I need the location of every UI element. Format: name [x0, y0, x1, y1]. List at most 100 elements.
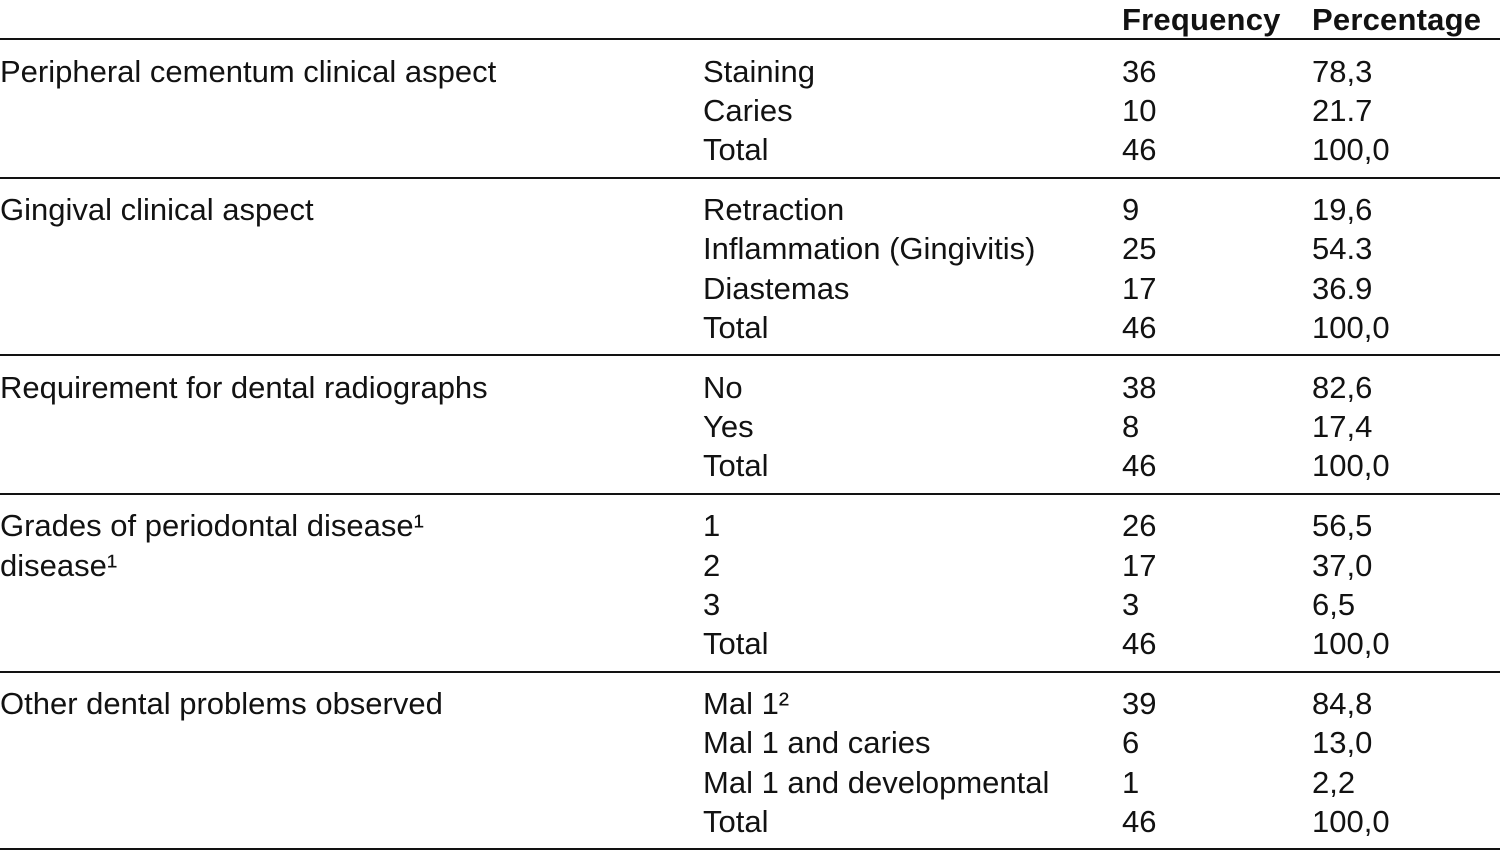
- header-category-blank: [0, 0, 703, 39]
- table-row: Caries 10 21.7: [0, 91, 1500, 130]
- category-spacer: [0, 91, 703, 130]
- percentage-value: 2,2: [1312, 764, 1356, 800]
- frequency-value: 10: [1122, 92, 1157, 128]
- frequency-value: 3: [1122, 586, 1140, 622]
- category-label: Peripheral cementum clinical aspect: [0, 53, 497, 89]
- table-row-total: Total 46 100,0: [0, 308, 1500, 355]
- category-spacer: [0, 408, 703, 447]
- row-label: Retraction: [703, 192, 845, 228]
- row-label: 1: [703, 508, 721, 544]
- frequency-value: 46: [1122, 309, 1157, 345]
- table-row: Gingival clinical aspect Retraction 9 19…: [0, 178, 1500, 230]
- frequency-value: 1: [1122, 764, 1140, 800]
- row-label: Total: [703, 803, 769, 839]
- percentage-value: 100,0: [1312, 626, 1390, 662]
- category-label: Requirement for dental radiographs: [0, 369, 488, 405]
- category-spacer: [0, 230, 703, 269]
- table-row: 3 3 6,5: [0, 585, 1500, 624]
- frequency-value: 6: [1122, 725, 1140, 761]
- row-label: Total: [703, 448, 769, 484]
- header-row: Frequency Percentage: [0, 0, 1500, 39]
- percentage-value: 21.7: [1312, 92, 1373, 128]
- frequency-value: 17: [1122, 547, 1157, 583]
- percentage-value: 19,6: [1312, 192, 1373, 228]
- percentage-value: 100,0: [1312, 131, 1390, 167]
- percentage-value: 100,0: [1312, 448, 1390, 484]
- frequency-value: 38: [1122, 369, 1157, 405]
- percentage-value: 6,5: [1312, 586, 1356, 622]
- table-row: Yes 8 17,4: [0, 408, 1500, 447]
- row-label: Staining: [703, 53, 816, 89]
- frequency-value: 46: [1122, 803, 1157, 839]
- frequency-value: 9: [1122, 192, 1140, 228]
- frequency-value: 36: [1122, 53, 1157, 89]
- table-row: Grades of periodontal disease¹ 1 26 56,5: [0, 494, 1500, 546]
- row-label: Diastemas: [703, 270, 850, 306]
- table-row: Requirement for dental radiographs No 38…: [0, 355, 1500, 407]
- group-other-dental-problems: Other dental problems observed Mal 1² 39…: [0, 671, 1500, 850]
- frequency-value: 25: [1122, 231, 1157, 267]
- percentage-value: 17,4: [1312, 409, 1373, 445]
- table-row-total: Total 46 100,0: [0, 447, 1500, 494]
- category-spacer: [0, 724, 703, 763]
- frequency-value: 39: [1122, 686, 1157, 722]
- category-label: Other dental problems observed: [0, 686, 443, 722]
- table-row: Diastemas 17 36.9: [0, 269, 1500, 308]
- frequency-value: 46: [1122, 448, 1157, 484]
- group-gingival-aspect: Gingival clinical aspect Retraction 9 19…: [0, 177, 1500, 356]
- percentage-value: 13,0: [1312, 725, 1373, 761]
- category-spacer: [0, 308, 703, 355]
- category-spacer: [0, 130, 703, 177]
- row-label: Caries: [703, 92, 793, 128]
- row-label: Mal 1 and developmental: [703, 764, 1050, 800]
- table-row: Mal 1 and caries 6 13,0: [0, 724, 1500, 763]
- category-spacer: [0, 802, 703, 849]
- category-spacer: [0, 763, 703, 802]
- percentage-value: 56,5: [1312, 508, 1373, 544]
- category-label-line2: disease¹: [0, 547, 118, 583]
- row-label: Total: [703, 309, 769, 345]
- table-row: Peripheral cementum clinical aspect Stai…: [0, 39, 1500, 91]
- category-spacer: [0, 269, 703, 308]
- row-label: 2: [703, 547, 721, 583]
- percentage-value: 84,8: [1312, 686, 1373, 722]
- row-label: Mal 1 and caries: [703, 725, 931, 761]
- category-spacer: [0, 447, 703, 494]
- row-label: 3: [703, 586, 721, 622]
- row-label: Yes: [703, 409, 754, 445]
- frequency-value: 8: [1122, 409, 1140, 445]
- frequency-value: 17: [1122, 270, 1157, 306]
- percentage-value: 100,0: [1312, 803, 1390, 839]
- percentage-value: 54.3: [1312, 231, 1373, 267]
- column-header-percentage: Percentage: [1312, 2, 1482, 37]
- group-radiograph-requirement: Requirement for dental radiographs No 38…: [0, 355, 1500, 494]
- row-label: Inflammation (Gingivitis): [703, 231, 1036, 267]
- category-spacer: [0, 585, 703, 624]
- frequency-value: 26: [1122, 508, 1157, 544]
- row-label: No: [703, 369, 743, 405]
- percentage-value: 82,6: [1312, 369, 1373, 405]
- category-spacer: [0, 624, 703, 671]
- percentage-value: 37,0: [1312, 547, 1373, 583]
- percentage-value: 100,0: [1312, 309, 1390, 345]
- table-row-total: Total 46 100,0: [0, 624, 1500, 671]
- table-header: Frequency Percentage: [0, 0, 1500, 39]
- group-peripheral-cementum: Peripheral cementum clinical aspect Stai…: [0, 39, 1500, 178]
- table-row: Other dental problems observed Mal 1² 39…: [0, 672, 1500, 724]
- frequency-value: 46: [1122, 626, 1157, 662]
- percentage-value: 78,3: [1312, 53, 1373, 89]
- category-label: Gingival clinical aspect: [0, 192, 314, 228]
- category-label: Grades of periodontal disease¹: [0, 508, 424, 544]
- header-subcategory-blank: [703, 0, 1122, 39]
- row-label: Total: [703, 626, 769, 662]
- group-periodontal-grades: Grades of periodontal disease¹ 1 26 56,5…: [0, 493, 1500, 672]
- row-label: Total: [703, 131, 769, 167]
- frequency-value: 46: [1122, 131, 1157, 167]
- table-row: disease¹ 2 17 37,0: [0, 546, 1500, 585]
- table-row-total: Total 46 100,0: [0, 802, 1500, 849]
- table-row: Inflammation (Gingivitis) 25 54.3: [0, 230, 1500, 269]
- row-label: Mal 1²: [703, 686, 790, 722]
- column-header-frequency: Frequency: [1122, 2, 1281, 37]
- table-row: Mal 1 and developmental 1 2,2: [0, 763, 1500, 802]
